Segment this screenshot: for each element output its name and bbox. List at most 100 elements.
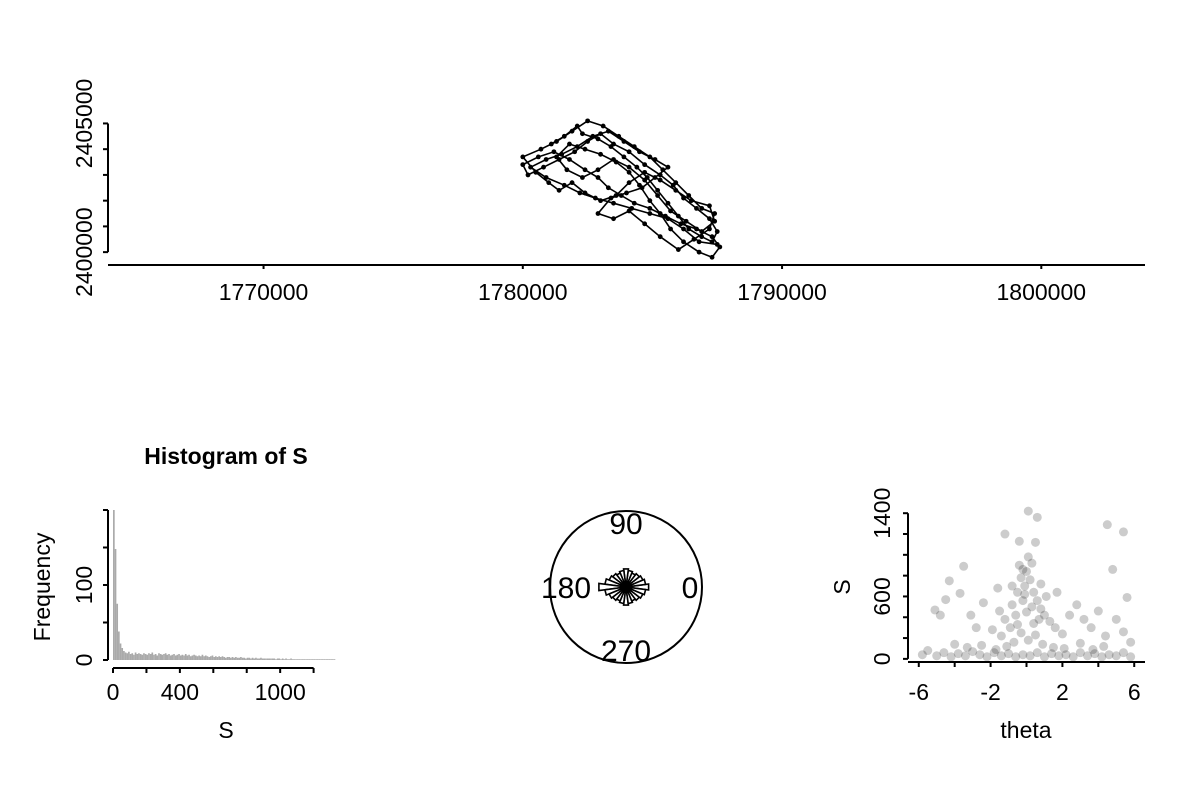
trajectory-x-tick-label: 1800000	[997, 279, 1087, 305]
scatter-point	[1118, 527, 1128, 537]
histogram-bar	[306, 659, 309, 660]
scatter-point	[982, 652, 992, 662]
histogram-bar	[276, 658, 279, 660]
trajectory-line	[521, 120, 721, 259]
trajectory-point	[629, 205, 635, 211]
trajectory-point	[707, 226, 712, 232]
histogram-bar	[189, 656, 192, 660]
histogram-bar	[158, 653, 160, 660]
trajectory-point	[642, 169, 648, 175]
scatter-x-label: theta	[1000, 717, 1051, 743]
scatter-x-tick-label: 6	[1128, 679, 1141, 705]
scatter-point	[1126, 637, 1136, 647]
scatter-point	[1122, 592, 1132, 602]
histogram-bar	[245, 658, 247, 660]
scatter-point	[1000, 529, 1010, 539]
scatter-point	[996, 631, 1006, 641]
histogram-bar	[240, 657, 242, 660]
histogram-bar	[184, 654, 187, 660]
scatter-point	[917, 650, 927, 660]
histogram-x-tick-label: 400	[161, 679, 199, 705]
histogram-bar	[263, 658, 266, 660]
histogram-bar	[211, 655, 214, 660]
trajectory-point	[678, 221, 684, 227]
trajectory-point	[681, 195, 686, 201]
rose-label-90: 90	[609, 508, 642, 541]
trajectory-point	[533, 169, 539, 175]
trajectory-y-tick-label: 2400000	[71, 207, 97, 297]
scatter-point	[1023, 635, 1033, 645]
rose-petals	[598, 568, 650, 606]
scatter-x-tick-label: -6	[909, 679, 929, 705]
scatter-point	[1059, 643, 1069, 653]
trajectory-y-axis: 2400000 2405000	[71, 79, 109, 297]
histogram-bar	[219, 657, 222, 660]
histogram-bar	[209, 656, 212, 660]
scatter-point	[1032, 512, 1042, 522]
histogram-bar	[113, 510, 115, 660]
scatter-point	[1038, 639, 1048, 649]
histogram-bar	[270, 658, 272, 660]
histogram-bar	[151, 652, 154, 660]
histogram-bar	[144, 654, 147, 660]
histogram-bar	[181, 654, 184, 660]
trajectory-point	[652, 175, 658, 180]
scatter-point	[993, 583, 1003, 593]
trajectory-x-tick-label: 1780000	[478, 279, 568, 305]
trajectory-point	[642, 177, 648, 183]
scatter-point	[932, 651, 942, 661]
histogram-bar	[295, 659, 297, 660]
trajectory-point	[554, 139, 559, 144]
histogram-bar	[318, 659, 321, 660]
scatter-point	[941, 595, 951, 605]
scatter-point	[1011, 652, 1021, 662]
histogram-bar	[311, 659, 314, 660]
scatter-point	[1075, 638, 1085, 648]
scatter-point	[1014, 560, 1024, 570]
scatter-point	[1050, 623, 1060, 633]
rose-label-0: 0	[682, 572, 699, 605]
scatter-point	[1108, 564, 1118, 574]
trajectory-point	[574, 144, 580, 150]
scatter-point	[1047, 649, 1057, 659]
scatter-point	[1101, 631, 1110, 641]
histogram-bar	[310, 659, 312, 660]
histogram-x-label: S	[218, 717, 233, 743]
histogram-bar	[201, 654, 204, 660]
scatter-point	[962, 642, 972, 652]
scatter-point	[1111, 614, 1121, 624]
histogram-bar	[246, 657, 249, 660]
histogram-bar	[225, 657, 227, 660]
histogram-bar	[260, 657, 262, 660]
histogram-bar	[241, 657, 244, 660]
histogram-bar	[153, 654, 155, 660]
scatter-point	[1039, 610, 1049, 620]
trajectory-point	[577, 190, 583, 196]
scatter-point	[1102, 520, 1112, 530]
histogram-bar	[261, 658, 264, 660]
scatter-point	[1030, 630, 1040, 640]
trajectory-point	[535, 154, 541, 160]
scatter-point	[989, 648, 999, 658]
histogram-bar	[305, 659, 307, 660]
histogram-bar	[173, 654, 175, 660]
trajectory-point	[561, 182, 567, 188]
trajectory-point	[561, 133, 567, 139]
trajectory-point	[668, 226, 673, 232]
histogram-bar	[176, 654, 179, 660]
trajectory-point	[694, 205, 699, 211]
scatter-point	[1088, 645, 1098, 655]
scatter-point	[996, 651, 1006, 661]
scatter-point	[1126, 652, 1136, 662]
trajectory-point	[686, 193, 692, 198]
trajectory-point	[642, 221, 648, 227]
scatter-point	[1032, 648, 1042, 658]
trajectory-point	[626, 164, 632, 170]
trajectory-point	[611, 216, 616, 222]
scatter-y-label: S	[829, 579, 855, 594]
histogram-bar	[265, 658, 267, 660]
trajectory-point	[580, 175, 585, 180]
histogram-bar	[206, 656, 209, 660]
trajectory-x-axis: 1770000 1780000 1790000 1800000	[108, 264, 1145, 305]
scatter-point	[1054, 651, 1064, 661]
